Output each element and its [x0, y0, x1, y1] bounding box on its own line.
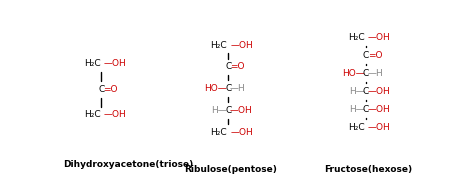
Text: Ribulose(pentose): Ribulose(pentose) — [184, 165, 277, 174]
Text: HO—: HO— — [342, 69, 365, 78]
Text: —OH: —OH — [103, 59, 126, 68]
Text: C: C — [363, 51, 369, 60]
Text: —H: —H — [367, 69, 383, 78]
Text: C: C — [225, 106, 231, 115]
Text: H—: H— — [211, 106, 227, 115]
Text: C: C — [363, 105, 369, 114]
Text: —OH: —OH — [230, 128, 253, 137]
Text: H₂C: H₂C — [348, 33, 365, 42]
Text: —OH: —OH — [367, 105, 390, 114]
Text: C: C — [225, 62, 231, 71]
Text: —OH: —OH — [103, 111, 126, 120]
Text: C: C — [363, 69, 369, 78]
Text: —H: —H — [230, 84, 246, 93]
Text: C: C — [363, 87, 369, 96]
Text: —OH: —OH — [367, 87, 390, 96]
Text: —OH: —OH — [368, 33, 391, 42]
Text: —OH: —OH — [230, 106, 253, 115]
Text: H₂C: H₂C — [210, 128, 227, 137]
Text: C: C — [225, 84, 231, 93]
Text: =O: =O — [368, 51, 383, 60]
Text: H₂C: H₂C — [348, 123, 365, 132]
Text: =O: =O — [103, 85, 118, 94]
Text: H₂C: H₂C — [84, 111, 100, 120]
Text: —OH: —OH — [230, 41, 253, 50]
Text: =O: =O — [230, 62, 245, 71]
Text: H₂C: H₂C — [210, 41, 227, 50]
Text: —OH: —OH — [368, 123, 391, 132]
Text: H₂C: H₂C — [84, 59, 100, 68]
Text: C: C — [99, 85, 105, 94]
Text: H—: H— — [349, 87, 365, 96]
Text: H—: H— — [349, 105, 365, 114]
Text: HO—: HO— — [204, 84, 227, 93]
Text: Fructose(hexose): Fructose(hexose) — [324, 165, 412, 174]
Text: Dihydroxyacetone(triose): Dihydroxyacetone(triose) — [63, 160, 193, 169]
